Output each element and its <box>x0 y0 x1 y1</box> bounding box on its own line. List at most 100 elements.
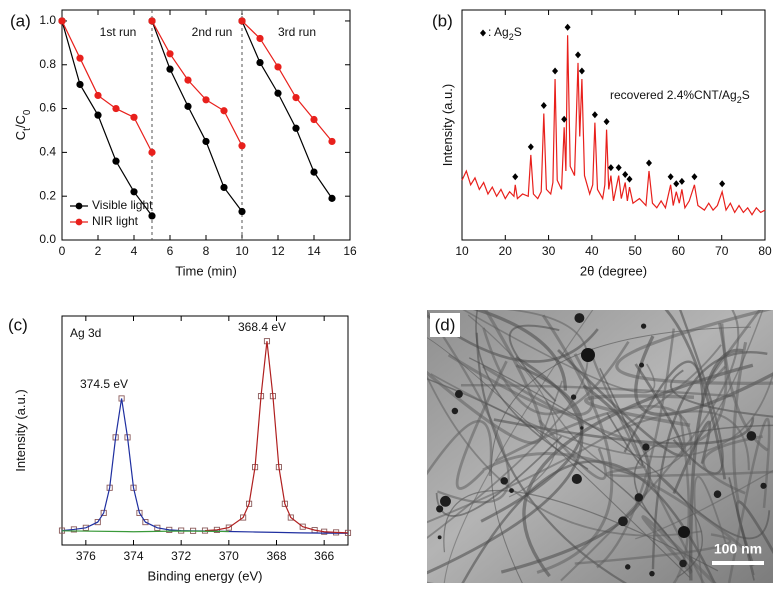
x-tick-label: 376 <box>76 549 96 563</box>
annotation: 1st run <box>100 25 137 39</box>
peak-marker <box>540 102 547 109</box>
particle <box>746 431 757 441</box>
nanotube <box>727 417 771 583</box>
nanotube <box>599 367 644 467</box>
particle <box>570 394 577 400</box>
point <box>220 183 228 192</box>
annotation-part: 2 <box>737 95 742 105</box>
legend-label: NIR light <box>92 214 139 228</box>
y-axis-label: Intensity (a.u.) <box>13 389 28 471</box>
nanotubes <box>427 310 773 583</box>
point <box>58 17 66 25</box>
nanotube <box>472 310 568 391</box>
series-line <box>61 530 229 533</box>
point <box>240 514 247 521</box>
nanotube <box>467 314 558 498</box>
series-line <box>61 20 333 153</box>
peak-marker <box>564 23 571 31</box>
particle <box>580 426 584 430</box>
point <box>94 91 102 100</box>
y-axis-label-part: t <box>22 128 33 131</box>
point <box>142 519 149 526</box>
point <box>112 104 120 113</box>
x-tick-label: 0 <box>59 244 66 258</box>
nanotube <box>732 341 748 502</box>
legend-label: Visible light <box>92 198 153 212</box>
y-tick-label: 0.2 <box>39 188 56 202</box>
point <box>310 115 318 124</box>
peak-marker <box>512 173 519 181</box>
peak-marker <box>561 115 568 123</box>
series-line <box>204 341 349 534</box>
particle <box>713 490 722 498</box>
nanotube <box>672 413 691 583</box>
x-tick-label: 372 <box>171 549 191 563</box>
nanotube <box>427 344 722 524</box>
particle <box>451 407 459 415</box>
peak-marker <box>552 67 559 75</box>
particle <box>454 390 463 398</box>
nanotube <box>651 351 768 570</box>
series-line <box>461 35 766 216</box>
x-tick-label: 8 <box>203 244 210 258</box>
nanotube <box>482 327 630 416</box>
particle <box>679 559 687 568</box>
peak-marker <box>591 111 598 119</box>
point <box>274 89 282 97</box>
peak-marker <box>615 164 622 172</box>
annotation-part: S <box>742 88 750 102</box>
series-line <box>61 20 333 217</box>
point <box>310 168 318 176</box>
nanotube <box>615 310 773 385</box>
annotation: 374.5 eV <box>80 377 128 391</box>
x-tick-label: 6 <box>167 244 174 258</box>
particle <box>639 362 645 368</box>
annotation-part: 1st run <box>100 25 137 39</box>
point <box>238 207 246 216</box>
x-tick-label: 10 <box>235 244 249 258</box>
particle <box>500 477 509 485</box>
nanotube <box>500 384 651 574</box>
peak-marker <box>691 173 698 181</box>
point <box>256 34 264 43</box>
nanotube <box>693 476 729 583</box>
y-tick-label: 1.0 <box>39 13 56 27</box>
panel-label: (c) <box>8 315 28 334</box>
annotation: 368.4 eV <box>238 320 286 334</box>
nanotube <box>664 310 727 480</box>
x-tick-label: 50 <box>628 244 642 258</box>
y-tick-label: 0.6 <box>39 101 56 115</box>
point <box>130 188 138 196</box>
x-tick-label: 368 <box>266 549 286 563</box>
point <box>94 519 101 526</box>
nanotube <box>427 310 589 539</box>
nanotube <box>427 374 703 537</box>
y-axis-label-part: 0 <box>22 109 33 115</box>
point <box>202 137 210 146</box>
nanotube <box>613 410 750 471</box>
particle <box>618 516 628 527</box>
panel-label: (d) <box>435 315 456 334</box>
nanotube <box>455 360 508 490</box>
particle <box>678 526 690 538</box>
annotation-part: recovered 2.4%CNT/Ag <box>610 88 737 102</box>
point <box>292 94 300 102</box>
nanotube <box>475 310 589 470</box>
nanotube <box>475 332 628 583</box>
plot-frame <box>461 9 766 241</box>
peak-marker <box>575 51 582 59</box>
annotation-part: 3rd run <box>278 25 316 39</box>
legend-swatch <box>75 202 83 210</box>
x-axis-label: 2θ (degree) <box>580 263 647 278</box>
point <box>328 137 336 146</box>
y-axis-label-part: C <box>13 131 28 140</box>
particle <box>440 495 451 507</box>
point <box>148 148 156 156</box>
legend-swatch <box>75 218 83 226</box>
particle <box>509 488 514 493</box>
particle <box>649 570 655 577</box>
x-tick-label: 20 <box>499 244 513 258</box>
nanotube <box>508 324 560 402</box>
point <box>76 80 84 89</box>
peak-marker <box>607 164 614 172</box>
